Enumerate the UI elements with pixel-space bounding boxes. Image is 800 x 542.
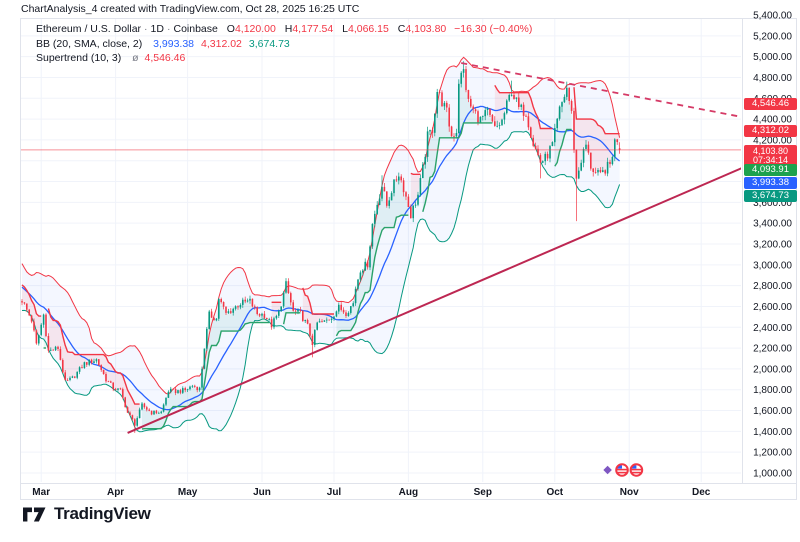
event-icons[interactable] <box>603 463 644 477</box>
candles <box>21 61 621 433</box>
plot-area <box>21 56 745 434</box>
bb-values: 3,993.38 4,312.02 3,674.73 <box>153 38 297 50</box>
bb-lower-tag: 3,674.73 <box>744 190 797 202</box>
low-label: L <box>342 23 348 35</box>
last-price-countdown-tag: 4,103.80 07:34:14 <box>744 145 797 167</box>
svg-text:1,600.00: 1,600.00 <box>753 406 792 417</box>
close-value: 4,103.80 <box>405 23 447 35</box>
time-axis-labels: Mar Apr May Jun Jul Aug Sep Oct Nov Dec <box>32 487 711 498</box>
svg-text:1,400.00: 1,400.00 <box>753 427 792 438</box>
svg-text:Jul: Jul <box>327 487 342 498</box>
chart-frame-borders <box>20 18 797 500</box>
price-axis[interactable] <box>742 18 800 483</box>
chart-legend: Ethereum / U.S. Dollar · 1D · Coinbase O4,12… <box>36 22 532 66</box>
legend-bollinger-row[interactable]: BB (20, SMA, close, 2) 3,993.38 4,312.02 3… <box>36 37 532 52</box>
svg-text:2,400.00: 2,400.00 <box>753 323 792 334</box>
svg-text:2,200.00: 2,200.00 <box>753 344 792 355</box>
bb-value: 4,312.02 <box>201 37 242 50</box>
svg-text:Oct: Oct <box>546 487 563 498</box>
descending-dashed-trendline[interactable] <box>461 62 742 118</box>
svg-text:Nov: Nov <box>620 487 639 498</box>
bb-indicator-label: BB (20, SMA, close, 2) <box>36 37 143 50</box>
tradingview-logo-icon <box>23 507 46 522</box>
open-value: 4,120.00 <box>234 23 276 35</box>
svg-text:Apr: Apr <box>107 487 124 498</box>
svg-text:4,400.00: 4,400.00 <box>753 115 792 126</box>
bb-value: 3,674.73 <box>248 37 290 50</box>
separator: · <box>166 23 171 35</box>
tradingview-logo[interactable]: TradingView <box>21 504 151 524</box>
symbol-name: Ethereum / U.S. Dollar <box>36 23 142 35</box>
svg-text:Dec: Dec <box>692 487 711 498</box>
svg-text:2,000.00: 2,000.00 <box>753 364 792 375</box>
legend-supertrend-row[interactable]: Supertrend (10, 3) ø 4,546.46 <box>36 51 532 66</box>
svg-text:May: May <box>178 487 198 498</box>
average-symbol: ø <box>132 52 139 64</box>
svg-text:5,000.00: 5,000.00 <box>753 52 792 63</box>
supertrend-value: 4,546.46 <box>144 52 186 64</box>
svg-text:1,200.00: 1,200.00 <box>753 448 792 459</box>
svg-text:5,200.00: 5,200.00 <box>753 31 792 42</box>
high-value: 4,177.54 <box>292 23 334 35</box>
supertrend-line <box>21 84 620 430</box>
event-diamond-icon <box>603 465 612 475</box>
svg-text:1,800.00: 1,800.00 <box>753 385 792 396</box>
tradingview-logo-text: TradingView <box>54 504 151 523</box>
svg-text:2,600.00: 2,600.00 <box>753 302 792 313</box>
snapshot-title: ChartAnalysis_4 created with TradingView… <box>21 3 360 15</box>
bb-fill <box>22 57 620 432</box>
bb-upper-tag: 4,312.02 <box>744 125 797 137</box>
svg-text:Aug: Aug <box>399 487 418 498</box>
svg-text:Mar: Mar <box>32 487 50 498</box>
supertrend-value-tag: 4,546.46 <box>744 98 797 110</box>
bb-basis-tag: 3,993.38 <box>744 177 797 189</box>
bb-value: 3,993.38 <box>153 37 195 50</box>
svg-text:Jun: Jun <box>253 487 271 498</box>
interval-label[interactable]: 1D <box>150 23 164 35</box>
close-label: C <box>397 23 406 35</box>
legend-symbol-row[interactable]: Ethereum / U.S. Dollar · 1D · Coinbase O4,12… <box>36 22 532 37</box>
ascending-trendline[interactable] <box>127 167 745 434</box>
exchange-label: Coinbase <box>173 23 218 35</box>
low-value: 4,066.15 <box>347 23 389 35</box>
svg-text:4,800.00: 4,800.00 <box>753 73 792 84</box>
svg-text:4,200.00: 4,200.00 <box>753 135 792 146</box>
change-value: −16.30 (−0.40%) <box>454 23 533 35</box>
bb-lower-line <box>21 130 621 433</box>
supertrend-fill <box>22 69 620 429</box>
event-flag-icon <box>616 464 628 476</box>
high-label: H <box>284 23 293 35</box>
time-axis[interactable] <box>20 483 742 500</box>
bb-upper-line <box>21 56 621 395</box>
svg-text:1,000.00: 1,000.00 <box>753 469 792 480</box>
svg-text:3,200.00: 3,200.00 <box>753 240 792 251</box>
svg-text:3,600.00: 3,600.00 <box>753 198 792 209</box>
svg-text:3,400.00: 3,400.00 <box>753 219 792 230</box>
supertrend-indicator-label: Supertrend (10, 3) <box>36 52 122 64</box>
event-flag-icon <box>631 464 642 476</box>
svg-text:3,000.00: 3,000.00 <box>753 260 792 271</box>
svg-text:2,800.00: 2,800.00 <box>753 281 792 292</box>
ohlc-values: O4,120.00 H4,177.54 L4,066.15 C4,103.80 <box>221 23 449 35</box>
separator: · <box>144 23 148 35</box>
trendline-level-tag: 4,093.91 <box>744 164 797 176</box>
svg-text:5,400.00: 5,400.00 <box>753 11 792 22</box>
open-label: O <box>226 23 235 35</box>
svg-text:Sep: Sep <box>474 487 492 498</box>
